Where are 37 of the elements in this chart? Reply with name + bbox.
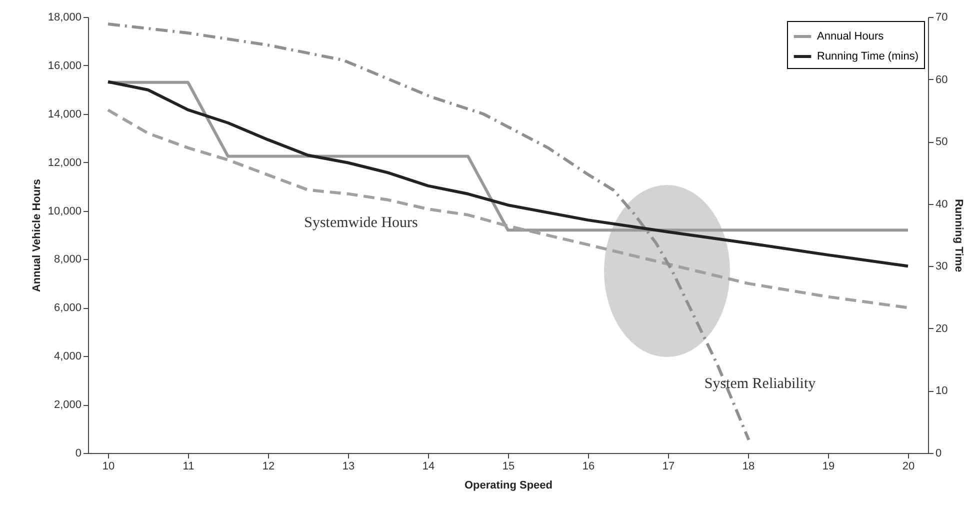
y2-tick-label: 70: [936, 12, 948, 24]
y-tick-label: 14,000: [48, 108, 82, 120]
legend-label: Annual Hours: [817, 30, 884, 42]
y-tick-label: 12,000: [48, 156, 82, 169]
y-tick-label: 10,000: [48, 205, 82, 218]
y-tick-label: 8,000: [54, 254, 82, 266]
y2-tick-label: 40: [936, 198, 948, 210]
line-series: [106, 80, 910, 268]
x-tick-label: 15: [502, 460, 515, 472]
x-tick-label: 20: [902, 460, 915, 472]
x-tick-label: 10: [102, 460, 115, 472]
x-axis-title: Operating Speed: [464, 480, 553, 492]
x-tick-label: 12: [262, 460, 275, 472]
y2-axis-title: Running Time: [952, 198, 965, 272]
y-tick-label: 0: [75, 448, 82, 460]
y-tick-label: 18,000: [48, 12, 82, 24]
annotation: System Reliability: [704, 376, 816, 392]
annotation: Systemwide Hours: [304, 214, 418, 231]
y-tick-label: 16,000: [48, 60, 82, 72]
y-axis-title: Annual Vehicle Hours: [30, 178, 43, 292]
y2-tick-label: 50: [936, 136, 948, 148]
y-tick-label: 2,000: [54, 399, 82, 412]
y2-tick-label: 30: [936, 260, 948, 273]
y-tick-label: 6,000: [54, 302, 82, 314]
x-tick-label: 11: [182, 460, 194, 472]
y2-tick-label: 0: [936, 448, 942, 460]
y2-tick-label: 20: [936, 322, 948, 335]
y2-tick-label: 60: [936, 74, 948, 86]
y2-tick-label: 10: [936, 385, 948, 398]
x-tick-label: 16: [582, 460, 595, 472]
x-tick-label: 19: [822, 460, 835, 472]
y-tick-label: 4,000: [54, 350, 82, 363]
x-tick-label: 17: [662, 460, 675, 472]
x-tick-label: 18: [742, 460, 755, 472]
x-tick-label: 14: [422, 460, 435, 472]
legend-label: Running Time (mins): [817, 50, 918, 62]
x-tick-label: 13: [342, 460, 355, 472]
